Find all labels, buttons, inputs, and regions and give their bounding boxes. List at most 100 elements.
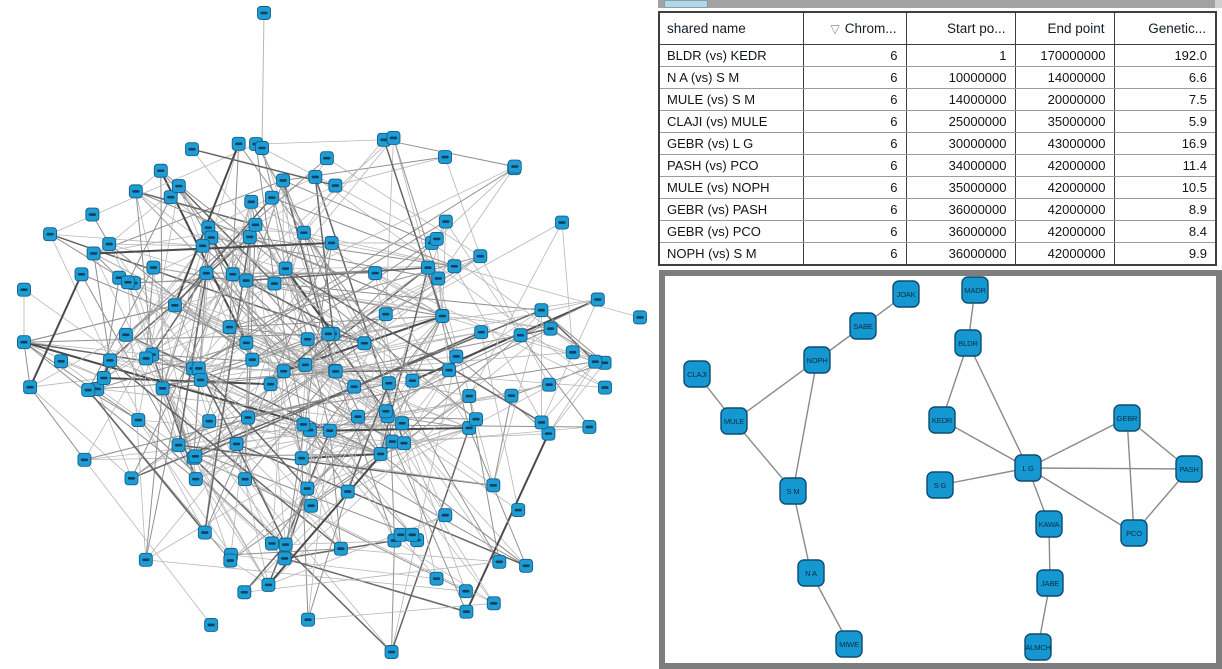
network-edge[interactable]	[160, 170, 477, 420]
network-edge[interactable]	[468, 427, 527, 567]
table-cell[interactable]: N A (vs) S M	[659, 66, 803, 89]
network-edge[interactable]	[174, 283, 275, 306]
table-cell[interactable]: GEBR (vs) PASH	[659, 198, 803, 221]
network-edge[interactable]	[193, 457, 246, 480]
network-node-madr[interactable]: MADR	[961, 276, 989, 304]
network-edge[interactable]	[205, 272, 230, 328]
network-edge[interactable]	[192, 221, 447, 369]
network-node[interactable]	[438, 508, 453, 523]
network-node[interactable]	[458, 584, 473, 599]
network-edge[interactable]	[307, 339, 331, 431]
network-edge[interactable]	[387, 315, 443, 417]
network-node[interactable]	[328, 178, 343, 193]
network-edge[interactable]	[200, 342, 247, 381]
network-node[interactable]	[17, 335, 31, 350]
network-node[interactable]	[199, 266, 214, 281]
network-edge[interactable]	[335, 371, 389, 384]
network-edge[interactable]	[247, 224, 256, 418]
network-edge[interactable]	[329, 430, 342, 549]
table-cell[interactable]: 42000000	[1014, 154, 1114, 177]
network-edge[interactable]	[200, 313, 386, 381]
table-cell[interactable]: 42000000	[1014, 242, 1114, 265]
table-cell[interactable]: 6	[802, 154, 906, 177]
network-edge[interactable]	[401, 423, 467, 592]
network-edge[interactable]	[198, 342, 247, 369]
network-node[interactable]	[492, 554, 507, 569]
network-node[interactable]	[171, 438, 186, 453]
table-cell[interactable]: 42000000	[1014, 220, 1114, 243]
table-cell[interactable]: 1	[905, 44, 1015, 67]
network-node[interactable]	[462, 389, 477, 404]
network-edge[interactable]	[244, 561, 500, 593]
network-edge[interactable]	[192, 368, 273, 544]
network-node[interactable]	[442, 363, 456, 378]
network-edge[interactable]	[347, 314, 387, 492]
network-node-pash[interactable]: PASH	[1175, 455, 1203, 483]
table-cell[interactable]: 35000000	[1014, 110, 1114, 133]
network-edge[interactable]	[236, 443, 269, 585]
network-node[interactable]	[222, 320, 237, 335]
network-edge[interactable]	[93, 224, 256, 254]
table-cell[interactable]: MULE (vs) S M	[659, 88, 803, 111]
network-edge[interactable]	[198, 368, 287, 545]
network-edge[interactable]	[271, 371, 285, 544]
network-edge[interactable]	[135, 191, 153, 355]
network-edge[interactable]	[146, 358, 389, 384]
network-node[interactable]	[519, 558, 534, 573]
table-row[interactable]: BLDR (vs) KEDR 6 1 170000000 192.0	[659, 44, 1216, 67]
column-header-genetic[interactable]: Genetic...	[1113, 12, 1216, 45]
table-cell[interactable]: 5.9	[1113, 110, 1216, 133]
network-node-jabe[interactable]: JABE	[1036, 569, 1064, 597]
table-cell[interactable]: CLAJI (vs) MULE	[659, 110, 803, 133]
table-cell[interactable]: 36000000	[905, 242, 1015, 265]
network-edge[interactable]	[29, 386, 85, 461]
network-node[interactable]	[324, 235, 339, 250]
network-node[interactable]	[139, 351, 154, 366]
network-edge[interactable]	[87, 232, 305, 391]
column-header-chrom[interactable]: ▽ Chrom...	[802, 12, 906, 45]
network-node[interactable]	[102, 237, 117, 251]
network-edge[interactable]	[401, 423, 500, 563]
network-node[interactable]	[237, 585, 252, 600]
network-node[interactable]	[447, 259, 462, 274]
column-header-endpoint[interactable]: End point	[1014, 12, 1114, 45]
network-node[interactable]	[298, 357, 313, 372]
network-node[interactable]	[239, 335, 254, 350]
network-node[interactable]	[85, 207, 100, 222]
network-edge[interactable]	[393, 137, 443, 317]
network-edge[interactable]	[283, 331, 482, 372]
network-edge[interactable]	[357, 369, 450, 418]
network-edge[interactable]	[127, 196, 172, 283]
network-node[interactable]	[128, 184, 143, 199]
network-edge[interactable]	[255, 144, 275, 284]
network-node[interactable]	[386, 130, 401, 145]
network-node[interactable]	[304, 498, 319, 513]
network-node[interactable]	[81, 383, 96, 397]
network-node[interactable]	[301, 612, 315, 627]
network-edge[interactable]	[177, 273, 208, 446]
network-edge[interactable]	[23, 342, 31, 388]
network-node[interactable]	[261, 577, 276, 592]
network-edge[interactable]	[23, 341, 153, 355]
network-edge[interactable]	[60, 360, 194, 459]
network-node[interactable]	[473, 249, 488, 264]
network-edge[interactable]	[178, 444, 413, 536]
column-header-sharedname[interactable]: shared name	[659, 12, 803, 45]
table-cell[interactable]: 14000000	[1014, 66, 1114, 89]
network-edge[interactable]	[335, 371, 395, 541]
network-edge[interactable]	[301, 364, 306, 459]
network-node[interactable]	[405, 373, 420, 388]
network-node[interactable]	[118, 327, 133, 342]
network-edge[interactable]	[391, 540, 395, 653]
network-node[interactable]	[405, 527, 420, 542]
table-cell[interactable]: 192.0	[1113, 44, 1216, 67]
network-edge[interactable]	[256, 139, 384, 145]
table-cell[interactable]: 11.4	[1113, 154, 1216, 177]
network-edge[interactable]	[307, 299, 598, 340]
network-edge[interactable]	[135, 190, 256, 226]
network-edge[interactable]	[145, 358, 392, 653]
network-edge[interactable]	[309, 429, 413, 536]
network-node[interactable]	[459, 604, 474, 619]
table-cell[interactable]: 6	[802, 44, 906, 67]
network-edge[interactable]	[541, 299, 599, 423]
